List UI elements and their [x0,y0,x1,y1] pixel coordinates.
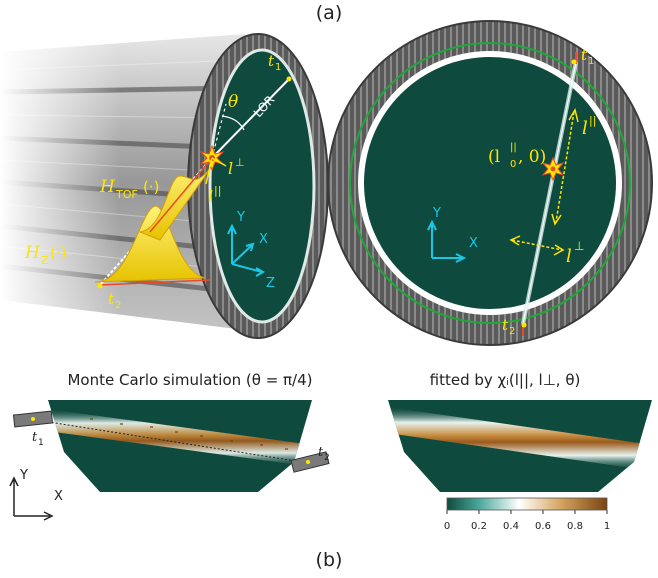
svg-text:t: t [581,46,588,64]
svg-text:⊥: ⊥ [574,239,584,253]
xy-axes-sim [9,476,54,521]
detector-ring [327,20,653,346]
theta-label: θ [228,92,238,112]
htof-label: H TOF (·) [99,177,159,201]
colorbar [446,497,608,511]
t1-label-3d: t 1 [268,52,292,82]
axis-x-ring: X [469,236,478,251]
svg-text:t: t [108,290,115,308]
svg-text:||: || [589,114,596,127]
t2-label-ring: t 2 [502,316,527,337]
svg-text:H: H [24,243,41,263]
lor-line-3d [99,77,291,286]
sim-right-panel [388,400,652,492]
colorbar-tick-label: 0.4 [503,521,519,532]
panel-label-b: (b) [315,549,343,571]
hz-label: H Z (·) [24,243,66,267]
svg-text:1: 1 [275,62,281,73]
l-par-label-ring: l || [582,114,596,139]
colorbar-tick-label: 1 [603,521,611,532]
svg-text:TOF: TOF [115,188,138,201]
colorbar-tick-label: 0.2 [471,521,487,532]
t1-label-sim: t 1 [32,430,44,448]
svg-text:2: 2 [115,300,121,311]
svg-text:⊥: ⊥ [235,156,245,169]
axis-y-3d: Y [236,210,245,225]
emission-point-3d [199,144,227,185]
svg-text:2: 2 [324,453,330,463]
l-perp-label-3d: l ⊥ [228,156,245,178]
axis-x-sim: X [54,489,63,504]
svg-text:Z: Z [41,254,49,267]
cylinder-scanner [0,30,329,340]
point-label-ring: (l || 0 , 0) [488,142,546,170]
svg-text:t: t [318,445,324,460]
svg-text:t: t [268,52,275,70]
svg-text:t: t [32,430,38,445]
svg-text:l: l [228,159,233,178]
axis-x-3d: X [259,232,268,247]
svg-text:||: || [510,142,517,153]
svg-text:(l: (l [488,147,500,167]
svg-text:l: l [208,187,213,206]
svg-text:, 0): , 0) [518,147,546,167]
cylinder-bore [210,50,314,322]
svg-text:t: t [502,316,509,334]
l-par-arrow-ring [551,108,579,226]
svg-text:||: || [214,184,221,197]
colorbar-tick-label: 0.6 [535,521,551,532]
t2-label-3d: t 2 [97,283,121,311]
axis-y-sim: Y [19,468,28,483]
t2-label-sim: t 2 [318,445,330,463]
sim-left-caption: Monte Carlo simulation (θ = π/4) [67,371,313,389]
hz-profile [94,205,206,283]
axis-z-3d: Z [266,276,275,291]
axis-y-ring: Y [432,206,441,221]
xyz-axes-3d [227,223,266,277]
svg-text:H: H [99,177,116,197]
xy-axes-ring [427,219,467,263]
ring-bore [364,57,616,309]
emission-point-ring [541,156,565,182]
colorbar-tick-label: 0.8 [567,521,583,532]
svg-text:2: 2 [509,326,515,337]
svg-text:1: 1 [38,438,44,448]
svg-text:l: l [582,118,588,139]
l-perp-arrow-ring [509,235,565,256]
t1-label-ring: t 1 [571,46,594,67]
svg-text:1: 1 [588,56,594,67]
svg-text:l: l [566,246,572,267]
svg-text:(·): (·) [143,178,159,196]
l-perp-label-ring: l ⊥ [566,239,584,267]
sim-right-caption: fitted by χᵢ(l||, l⊥, θ) [429,371,581,389]
colorbar-ticks [446,510,608,514]
svg-text:(·): (·) [50,244,66,262]
colorbar-tick-label: 0 [443,521,451,532]
sim-left-panel [12,400,330,492]
svg-text:0: 0 [510,159,516,170]
panel-label-a: (a) [315,2,343,24]
l-par-label-3d: l || [208,184,221,206]
